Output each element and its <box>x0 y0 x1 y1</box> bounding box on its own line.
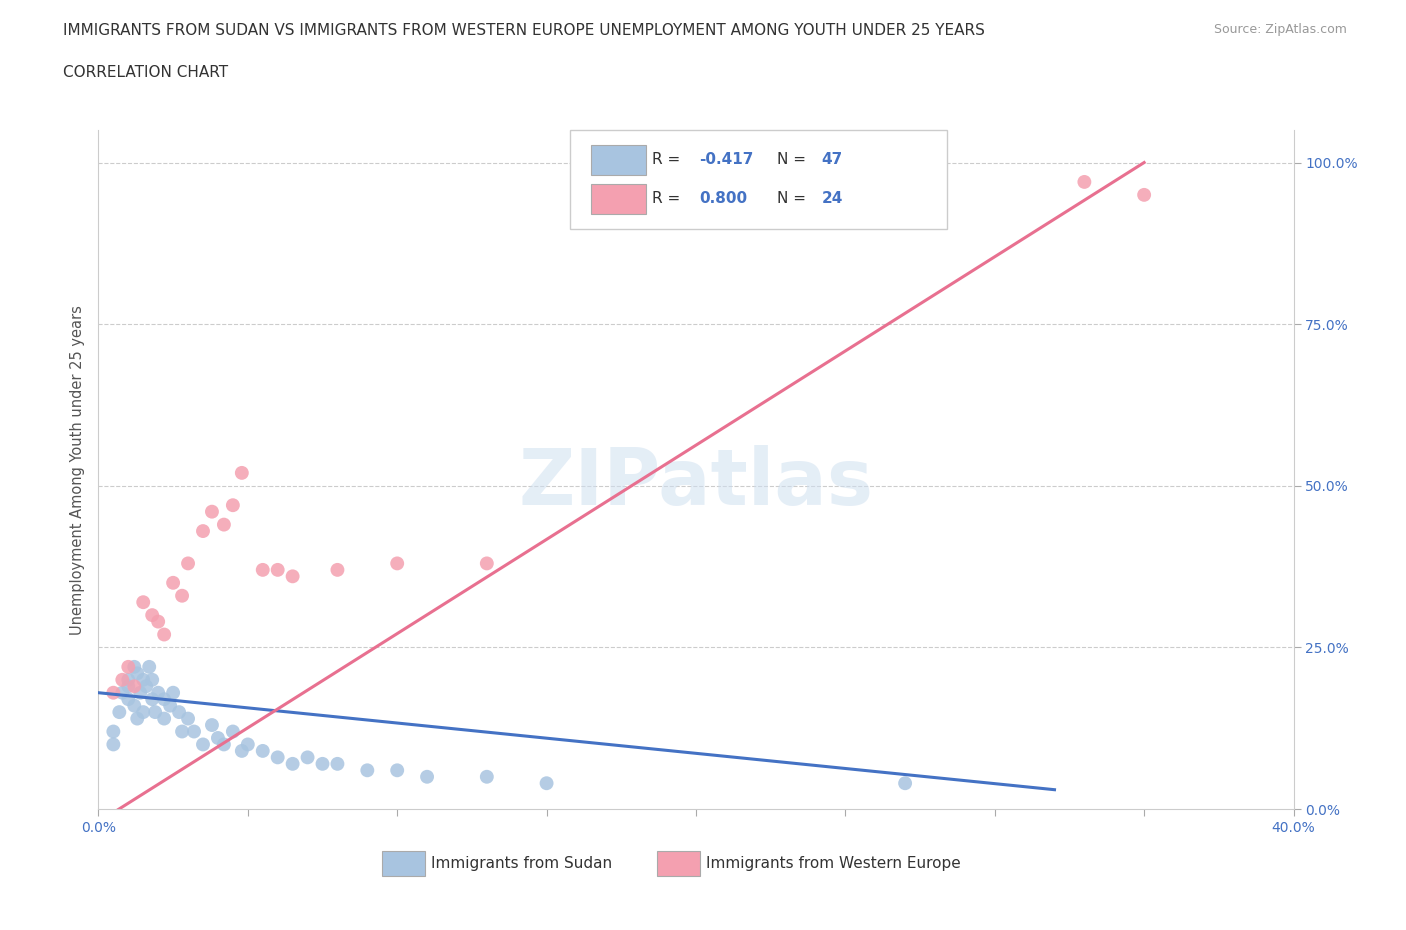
Point <box>191 524 214 538</box>
Point <box>212 517 235 532</box>
Text: 24: 24 <box>821 192 842 206</box>
Text: Immigrants from Sudan: Immigrants from Sudan <box>430 856 612 870</box>
Point <box>162 685 184 700</box>
Point <box>153 627 176 642</box>
Point <box>385 763 409 777</box>
Point <box>231 743 253 758</box>
Point <box>356 763 378 777</box>
Text: N =: N = <box>778 192 811 206</box>
Point <box>222 724 245 739</box>
Point <box>108 705 131 720</box>
FancyBboxPatch shape <box>657 851 700 876</box>
Point <box>127 711 149 726</box>
Point <box>103 685 125 700</box>
Point <box>201 504 224 519</box>
Point <box>143 705 166 720</box>
FancyBboxPatch shape <box>591 184 645 214</box>
Point <box>148 685 170 700</box>
Text: 0.800: 0.800 <box>700 192 748 206</box>
Point <box>159 698 181 713</box>
Point <box>894 776 917 790</box>
Point <box>385 556 409 571</box>
Point <box>141 672 163 687</box>
Point <box>172 589 194 604</box>
Y-axis label: Unemployment Among Youth under 25 years: Unemployment Among Youth under 25 years <box>69 305 84 634</box>
Point <box>207 731 229 746</box>
Point <box>252 743 274 758</box>
Point <box>536 776 558 790</box>
Point <box>183 724 205 739</box>
Point <box>117 692 139 707</box>
Point <box>153 692 176 707</box>
Point <box>132 595 155 610</box>
Text: R =: R = <box>652 153 685 167</box>
Point <box>191 737 214 751</box>
Point <box>1073 175 1095 190</box>
Point <box>141 607 163 622</box>
Text: Source: ZipAtlas.com: Source: ZipAtlas.com <box>1213 23 1347 36</box>
Point <box>129 685 152 700</box>
Point <box>267 750 290 764</box>
Text: CORRELATION CHART: CORRELATION CHART <box>63 65 228 80</box>
Point <box>111 685 134 700</box>
Point <box>124 698 146 713</box>
Point <box>148 614 170 629</box>
Point <box>141 692 163 707</box>
Point <box>267 563 290 578</box>
Point <box>167 705 190 720</box>
Point <box>212 737 235 751</box>
Point <box>117 659 139 674</box>
Text: -0.417: -0.417 <box>700 153 754 167</box>
Point <box>103 724 125 739</box>
Point <box>117 679 139 694</box>
Point <box>132 705 155 720</box>
Text: ZIPatlas: ZIPatlas <box>519 445 873 521</box>
Point <box>103 737 125 751</box>
Text: 47: 47 <box>821 153 842 167</box>
Point <box>127 666 149 681</box>
FancyBboxPatch shape <box>591 145 645 175</box>
Point <box>153 711 176 726</box>
Point <box>326 563 349 578</box>
Point <box>281 569 304 584</box>
Point <box>326 756 349 771</box>
Point <box>135 679 157 694</box>
Point <box>172 724 194 739</box>
Point <box>138 659 160 674</box>
Point <box>281 756 304 771</box>
Point <box>162 576 184 591</box>
Point <box>416 769 439 784</box>
Point <box>252 563 274 578</box>
Point <box>222 498 245 512</box>
Point <box>475 556 498 571</box>
Point <box>177 556 200 571</box>
Point <box>177 711 200 726</box>
Point <box>231 465 253 480</box>
Point <box>236 737 259 751</box>
Text: Immigrants from Western Europe: Immigrants from Western Europe <box>706 856 960 870</box>
Point <box>1133 188 1156 203</box>
Point <box>297 750 319 764</box>
Point <box>117 672 139 687</box>
Point <box>124 659 146 674</box>
Point <box>311 756 333 771</box>
FancyBboxPatch shape <box>571 130 948 229</box>
Text: N =: N = <box>778 153 811 167</box>
FancyBboxPatch shape <box>381 851 425 876</box>
Point <box>132 672 155 687</box>
Point <box>201 718 224 733</box>
Point <box>124 679 146 694</box>
Point <box>111 672 134 687</box>
Text: R =: R = <box>652 192 685 206</box>
Point <box>475 769 498 784</box>
Text: IMMIGRANTS FROM SUDAN VS IMMIGRANTS FROM WESTERN EUROPE UNEMPLOYMENT AMONG YOUTH: IMMIGRANTS FROM SUDAN VS IMMIGRANTS FROM… <box>63 23 986 38</box>
